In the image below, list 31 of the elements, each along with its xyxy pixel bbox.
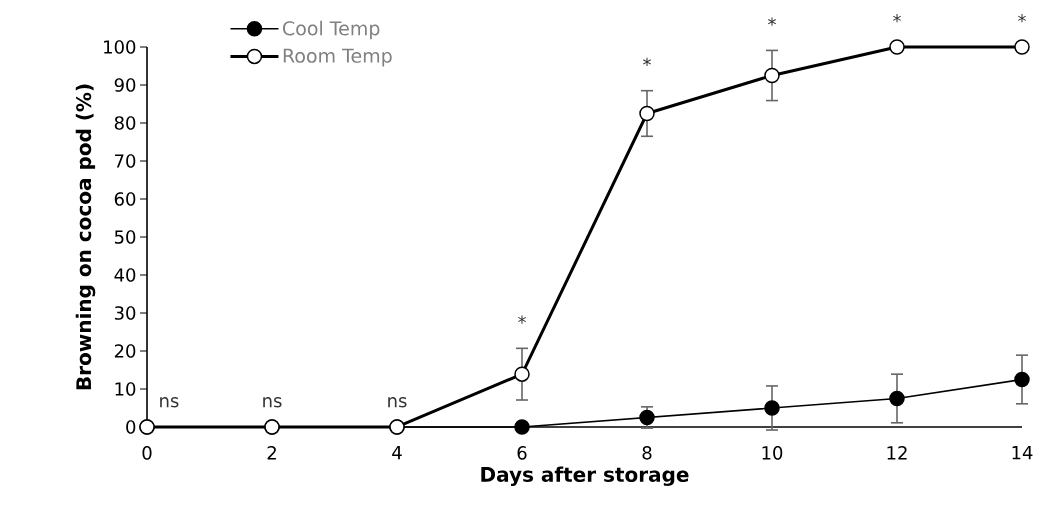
y-tick-label: 20 <box>114 344 136 358</box>
y-tick-label: 0 <box>126 420 136 434</box>
y-tick-label: 40 <box>114 268 136 282</box>
x-tick-label: 4 <box>392 446 402 460</box>
x-tick-label: 8 <box>642 446 652 460</box>
y-tick-label: 90 <box>114 78 136 92</box>
y-tick-label: 50 <box>114 230 136 244</box>
x-tick-label: 14 <box>1012 446 1033 460</box>
annotation: ns <box>388 397 407 408</box>
y-tick-label: 10 <box>115 382 136 396</box>
legend-label: Room Temp <box>283 48 392 67</box>
annotation: ns <box>263 397 282 408</box>
x-tick-label: 6 <box>517 446 527 460</box>
x-tick-label: 10 <box>762 446 783 460</box>
x-axis-title: Days after storage <box>481 466 689 487</box>
x-tick-label: 12 <box>887 446 907 460</box>
x-tick-label: 2 <box>267 446 276 460</box>
annotation: * <box>643 57 651 67</box>
legend-label: Cool Temp <box>283 20 380 40</box>
y-tick-label: 80 <box>114 116 136 130</box>
annotation: ns <box>160 397 179 408</box>
y-tick-label: 30 <box>114 306 136 320</box>
annotation: * <box>1018 14 1026 23</box>
y-axis-title: Browning on cocoa pod (%) <box>75 84 96 390</box>
y-tick-label: 70 <box>115 154 136 168</box>
annotation: * <box>768 17 776 26</box>
annotation: * <box>518 315 526 324</box>
y-tick-label: 60 <box>114 192 136 206</box>
x-tick-label: 0 <box>142 446 152 460</box>
y-tick-label: 100 <box>104 40 136 54</box>
annotation: * <box>893 14 901 23</box>
